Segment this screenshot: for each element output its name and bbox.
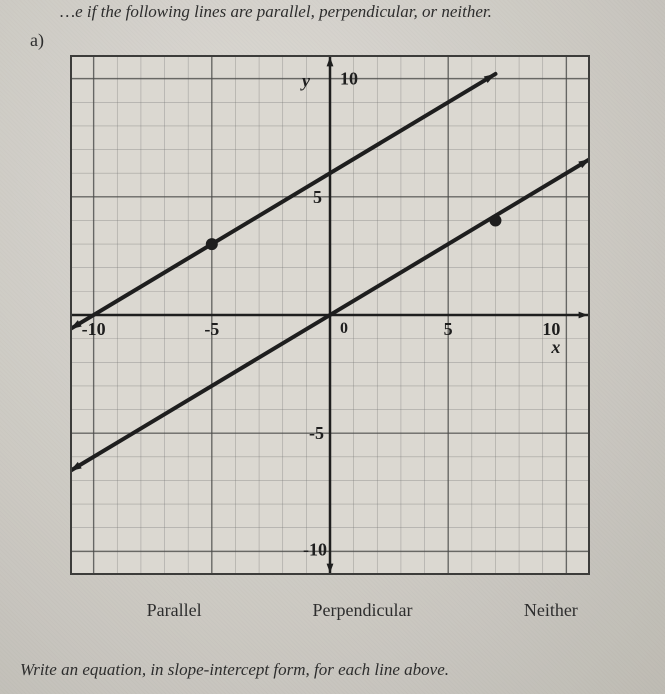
- svg-text:0: 0: [340, 320, 348, 337]
- question-text: …e if the following lines are parallel, …: [60, 2, 655, 22]
- page: …e if the following lines are parallel, …: [0, 0, 665, 694]
- svg-text:-5: -5: [309, 423, 324, 443]
- svg-text:10: 10: [542, 319, 560, 339]
- choice-perpendicular: Perpendicular: [268, 600, 456, 621]
- svg-text:y: y: [300, 71, 311, 91]
- point-upper: [206, 238, 218, 250]
- svg-text:x: x: [550, 337, 560, 357]
- instruction-text: Write an equation, in slope-intercept fo…: [20, 660, 655, 680]
- coordinate-graph: -10-50510x105-5-10y: [70, 55, 590, 575]
- part-label: a): [30, 30, 44, 51]
- svg-text:-10: -10: [303, 539, 327, 559]
- choice-neither: Neither: [457, 600, 645, 621]
- svg-text:5: 5: [444, 319, 453, 339]
- svg-text:-10: -10: [82, 319, 106, 339]
- answer-choices: Parallel Perpendicular Neither: [80, 600, 645, 621]
- point-lower: [489, 214, 501, 226]
- graph-svg: -10-50510x105-5-10y: [70, 55, 590, 575]
- svg-text:-5: -5: [204, 319, 219, 339]
- choice-parallel: Parallel: [80, 600, 268, 621]
- svg-text:5: 5: [313, 187, 322, 207]
- svg-text:10: 10: [340, 69, 358, 89]
